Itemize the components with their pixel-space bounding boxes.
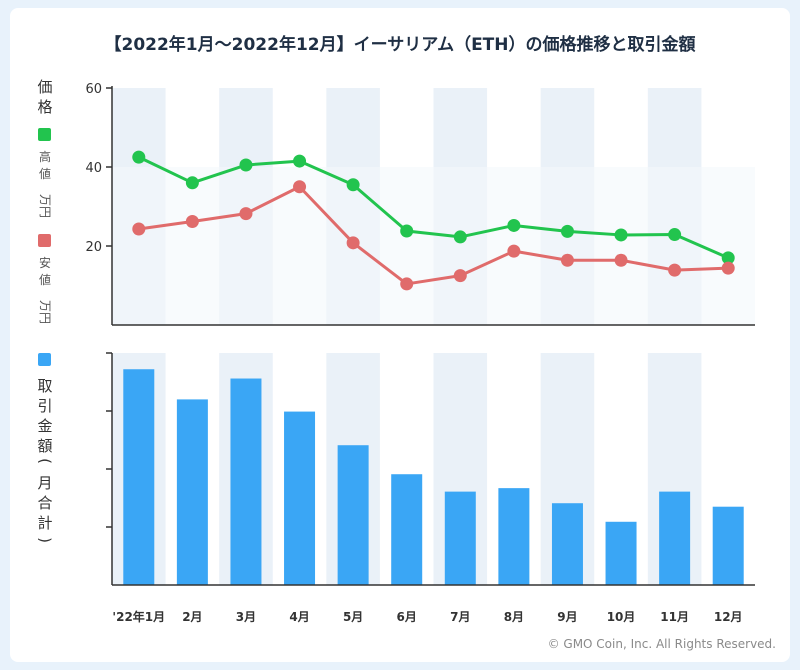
low-price-point [453,269,467,283]
volume-bar [551,503,583,585]
low-label-char: 安 [39,255,51,270]
high-price-point [132,150,146,164]
axes [111,86,755,586]
volume-bar [659,491,691,585]
column-bands [112,88,755,585]
copyright-text: © GMO Coin, Inc. All Rights Reserved. [548,637,776,651]
x-tick-label: 11月 [660,610,689,624]
volume-bar [230,378,262,585]
chart-svg: 【2022年1月〜2022年12月】イーサリアム（ETH）の価格推移と取引金額 … [36,34,776,651]
volume-label-char: 合 [37,494,52,512]
high-price-point [721,251,735,265]
volume-label-char: 月 [37,474,52,492]
volume-label-char: ) [36,537,54,543]
volume-bars [123,369,744,585]
price-lines [132,150,735,291]
high-price-point [400,224,414,238]
price-axis-label: 価 格 高 値 万円 安 値 万円 [37,78,52,324]
volume-label-char: 取 [37,377,52,395]
x-tick-label: 5月 [343,610,363,624]
high-unit-label: 万円 [38,194,52,218]
high-price-point [346,178,360,192]
low-price-point [346,236,360,250]
low-price-point [185,215,199,229]
low-price-point [132,222,146,236]
high-price-point [239,158,253,172]
volume-label-char: ( [36,458,54,464]
x-tick-label: 10月 [607,610,636,624]
volume-legend-swatch [38,353,51,366]
volume-bar [498,488,530,585]
price-label-char: 格 [37,98,52,116]
high-price-point [293,154,307,168]
low-unit-label: 万円 [38,300,52,324]
price-label-char: 価 [37,78,52,96]
volume-bar [123,369,155,585]
x-tick-label: 2月 [182,610,202,624]
high-price-point [668,228,682,242]
chart-title: 【2022年1月〜2022年12月】イーサリアム（ETH）の価格推移と取引金額 [104,34,695,55]
low-price-point [614,253,628,267]
volume-y-ticks [106,352,112,528]
x-tick-label: 8月 [504,610,524,624]
volume-bar [605,521,637,585]
x-axis-labels: '22年1月 2月 3月 4月 5月 6月 7月 8月 9月 10月 11月 12月 [112,609,742,624]
price-row-band [112,246,755,325]
high-price-line [138,155,729,260]
x-tick-label: 12月 [714,610,743,624]
high-price-point [614,228,628,242]
volume-bar [712,506,744,585]
low-price-line [138,185,729,286]
high-label-char: 高 [39,149,51,164]
price-tick-label: 40 [85,161,102,176]
chart-card: 【2022年1月〜2022年12月】イーサリアム（ETH）の価格推移と取引金額 … [10,8,790,662]
low-legend-swatch [38,234,51,247]
low-label-char: 値 [39,272,51,287]
volume-bar [391,474,423,585]
x-tick-label: 3月 [236,610,256,624]
high-price-point [507,218,521,232]
high-price-point [560,224,574,238]
volume-label-char: 額 [37,437,52,455]
low-price-point [239,207,253,221]
volume-label-char: 引 [37,397,52,415]
high-price-point [453,230,467,244]
x-tick-label: 9月 [557,610,577,624]
low-price-point [293,180,307,194]
volume-bar [337,445,369,585]
high-label-char: 値 [39,166,51,181]
x-tick-label: 6月 [397,610,417,624]
volume-label-char: 金 [37,417,52,435]
price-y-ticks: 60 40 20 [85,82,112,255]
low-price-point [721,261,735,275]
x-tick-label: 4月 [289,610,309,624]
high-legend-swatch [38,128,51,141]
volume-axis-label: 取 引 金 額 ( 月 合 計 ) [36,353,54,543]
volume-bar [176,399,208,585]
volume-bar [444,491,476,585]
volume-label-char: 計 [37,514,52,532]
low-price-point [507,244,521,258]
price-tick-label: 20 [85,240,102,255]
x-tick-label: 7月 [450,610,470,624]
price-tick-label: 60 [85,82,102,97]
low-price-point [668,263,682,277]
volume-bar [284,411,316,585]
x-tick-label: '22年1月 [112,609,165,624]
high-price-point [185,176,199,190]
low-price-point [400,277,414,291]
low-price-point [560,253,574,267]
